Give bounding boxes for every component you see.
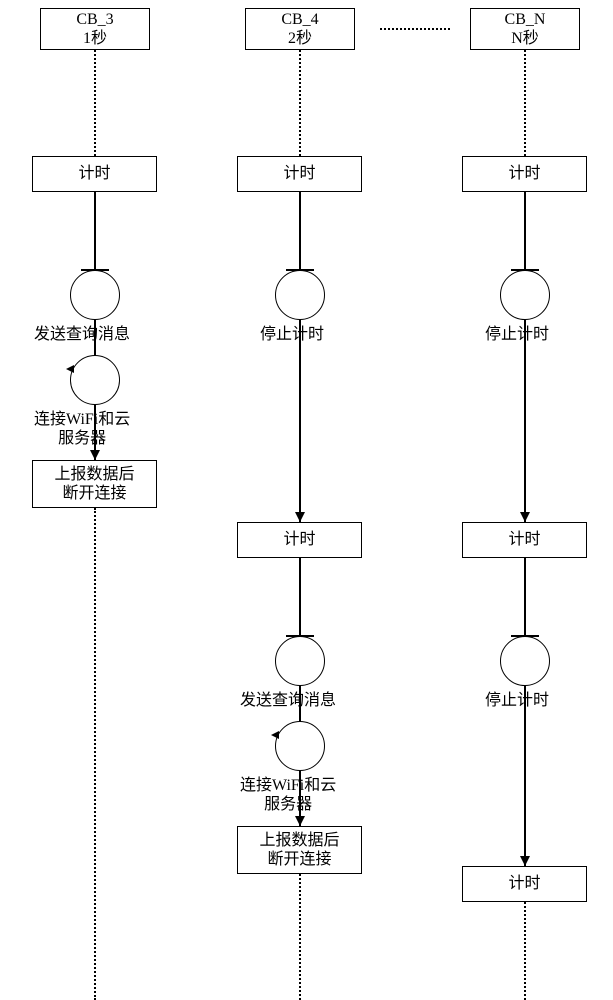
loop-arrow-icon (271, 731, 279, 739)
col2-final: 上报数据后 断开连接 (237, 826, 362, 874)
col2-timer1: 计时 (237, 156, 362, 192)
lifeline-dotted (299, 874, 301, 1000)
col2-label-connect: 连接WiFi和云 服务器 (240, 776, 336, 814)
connector (94, 192, 96, 270)
header-cb3-title: CB_3 (76, 10, 113, 29)
arrowhead-icon (520, 856, 530, 866)
col3-label-stop2: 停止计时 (485, 691, 549, 710)
header-cb4: CB_42秒 (245, 8, 355, 50)
col2-label-query: 发送查询消息 (240, 691, 336, 710)
arrowhead-icon (295, 816, 305, 826)
col3-label-stop1: 停止计时 (485, 325, 549, 344)
header-cb3: CB_31秒 (40, 8, 150, 50)
header-cbn-subtitle: N秒 (511, 29, 539, 48)
arrowhead-icon (295, 512, 305, 522)
lifeline-dotted (94, 50, 96, 156)
connector (524, 320, 526, 522)
connector (299, 320, 301, 522)
col2-timer2: 计时 (237, 522, 362, 558)
arrowhead-icon (90, 450, 100, 460)
header-cb3-subtitle: 1秒 (83, 29, 107, 48)
col3-timer2: 计时 (462, 522, 587, 558)
connector (299, 192, 301, 270)
col3-event-stop2 (500, 636, 550, 686)
lifeline-dotted (94, 508, 96, 1000)
lifeline-dotted (299, 50, 301, 156)
header-cbn: CB_NN秒 (470, 8, 580, 50)
col3-event-stop1 (500, 270, 550, 320)
header-cb4-subtitle: 2秒 (288, 29, 312, 48)
col1-event-connect (70, 355, 120, 405)
col3-timer1: 计时 (462, 156, 587, 192)
col1-label-query: 发送查询消息 (34, 325, 130, 344)
lifeline-dotted (524, 50, 526, 156)
col2-event-connect (275, 721, 325, 771)
col3-timer3: 计时 (462, 866, 587, 902)
arrowhead-icon (520, 512, 530, 522)
col2-event-query (275, 636, 325, 686)
loop-arrow-icon (66, 365, 74, 373)
col1-label-connect: 连接WiFi和云 服务器 (34, 410, 130, 448)
connector (524, 558, 526, 636)
header-cbn-title: CB_N (505, 10, 546, 29)
col2-event-stop (275, 270, 325, 320)
header-cb4-title: CB_4 (281, 10, 318, 29)
col1-event-query (70, 270, 120, 320)
connector (524, 192, 526, 270)
connector (524, 686, 526, 866)
col2-label-stop: 停止计时 (260, 325, 324, 344)
col1-final: 上报数据后 断开连接 (32, 460, 157, 508)
connector (299, 558, 301, 636)
ellipsis (380, 28, 450, 30)
col1-timer: 计时 (32, 156, 157, 192)
lifeline-dotted (524, 902, 526, 1000)
